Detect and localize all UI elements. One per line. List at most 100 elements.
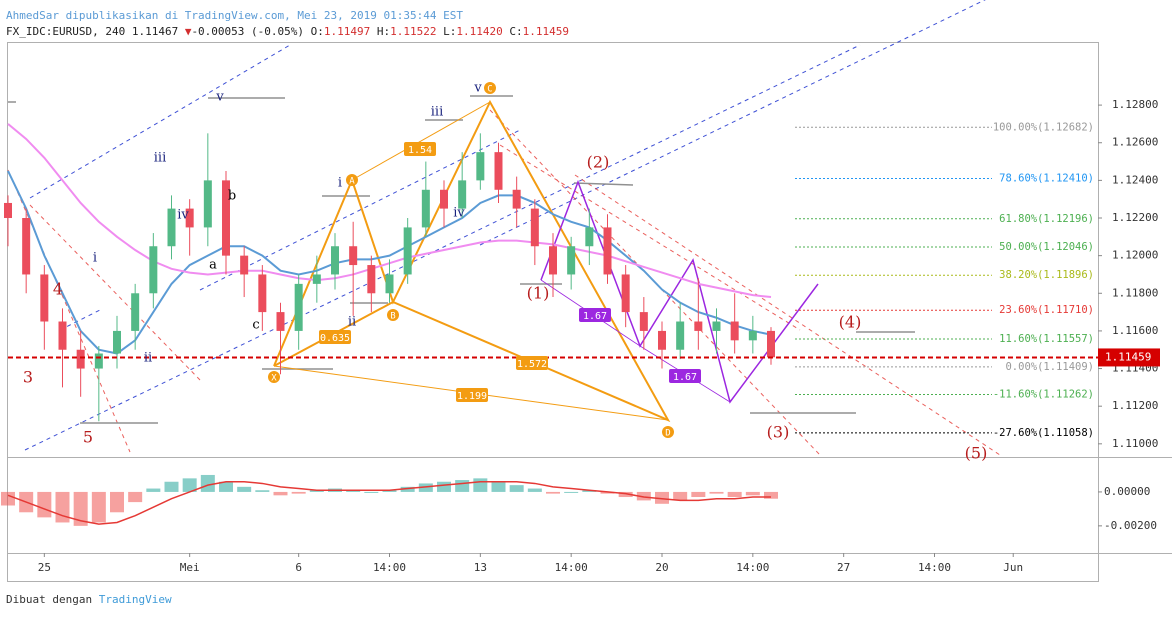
histogram-bar [437,481,451,492]
symbol: FX_IDC:EURUSD, 240 1.11467 [6,25,179,38]
histogram-bar [128,491,143,503]
pattern-point [387,309,399,321]
histogram-bar [745,491,760,496]
ratio-box [456,388,488,402]
y-tick-label: 1.12400 [1112,173,1158,186]
candle-body [40,274,49,322]
histogram-bar [491,481,506,492]
x-tick-label: 14:00 [555,561,588,574]
ratio-box [516,356,548,370]
fib-label: 61.80%(1.12196) [999,213,1094,225]
histogram-bar [582,490,597,492]
candle-body [512,189,521,209]
ratio-label: 1.67 [583,311,607,322]
candle-body [185,208,194,228]
wave-label: iii [154,151,166,166]
wave-label: iii [431,105,443,120]
x-tick-label: 20 [655,561,668,574]
publisher: AhmedSar dipublikasikan di TradingView.c… [6,9,463,22]
wave-label: c [252,318,259,333]
fib-label-bg [992,332,1096,347]
y-tick-label: 0.00000 [1104,485,1150,498]
fib-label: 50.00%(1.12046) [999,241,1094,253]
histogram-bar [291,491,306,494]
wave-label: (3) [767,423,790,442]
pattern-point [484,82,496,94]
histogram-bar [110,491,124,513]
histogram-bar [546,491,560,494]
wave-label: b [228,189,236,204]
y-tick-label: 1.12200 [1112,211,1158,224]
histogram-bar [636,491,651,501]
fib-label-bg [992,359,1096,374]
footer: Dibuat dengan TradingView [6,593,172,606]
candle-body [621,274,630,313]
o-value: 1.11497 [323,25,371,38]
c-value: 1.11459 [522,25,569,38]
histogram-bar [164,481,179,492]
wave-label: 4 [53,280,63,299]
candle-body [639,312,648,331]
wave-label: iv [177,208,189,223]
plot: 1.12800 1.12600 1.12400 1.12200 1.12000 1.118… [4,98,1160,574]
brand[interactable]: TradingView [98,593,172,606]
annotations: 345iiiiiiivvabciiiiiiivv(1)(2)(3)(4)(5)X… [23,81,987,463]
histogram-bar [219,481,233,492]
candle-body [767,330,775,358]
histogram-bar [55,491,70,523]
candle-body [549,246,557,275]
wave-label: v [215,90,224,105]
wave-label: 5 [83,428,93,447]
candle-body [331,246,339,275]
histogram-bar [727,491,742,498]
h-value: 1.11522 [390,25,437,38]
histogram-bar [618,491,633,498]
signal-line [7,481,771,525]
wave-label: a [209,258,217,273]
wave-label: (2) [587,153,610,172]
histogram-bar [364,491,379,493]
fib-label-bg [992,120,1096,135]
histogram-bar [691,491,706,498]
y-tick-label: 1.11800 [1112,286,1158,299]
ratio-label: 1.54 [408,145,432,156]
wave-label: (4) [839,313,862,332]
current-price-box [1098,348,1160,367]
wave-label: i [93,251,97,266]
fib-label-bg [992,171,1096,186]
candle-body [585,227,594,247]
c-label: C: [509,25,523,38]
candle-body [4,202,12,219]
fib-label-bg [992,303,1096,318]
candle-body [203,180,212,228]
header-ohlc: FX_IDC:EURUSD, 240 1.11467 ▼-0.00053 (-0… [6,25,569,38]
y-tick-label: 1.11200 [1112,399,1158,412]
fib-label: 11.60%(1.11557) [999,333,1094,345]
histogram-bar [273,491,288,496]
h-label: H: [376,25,391,38]
histogram-bar [146,488,161,492]
candle-body [149,246,158,294]
histogram-bar [200,474,215,492]
y-tick-label: -0.00200 [1104,519,1157,532]
pattern-point-label: D [665,429,670,439]
histogram-bar [564,491,579,493]
histogram-bar [309,490,324,492]
y-tick-label: 1.11000 [1112,437,1158,450]
candle-body [22,218,31,275]
fib-label: 100.00%(1.12682) [993,121,1094,133]
fib-label: 78.60%(1.12410) [999,172,1094,184]
fib-label: 23.60%(1.11710) [999,304,1094,316]
candle-body [730,321,739,341]
wave-label: v [473,81,482,96]
candle-body [312,274,321,284]
candle-body [94,353,103,369]
x-tick-label: 25 [38,561,51,574]
arrow: ▼ [184,25,192,38]
change: -0.00053 (-0.05%) [191,25,305,38]
histogram-bar [255,490,270,492]
histogram-bar [346,490,361,492]
candle-body [712,321,721,331]
pattern-point [268,371,280,383]
